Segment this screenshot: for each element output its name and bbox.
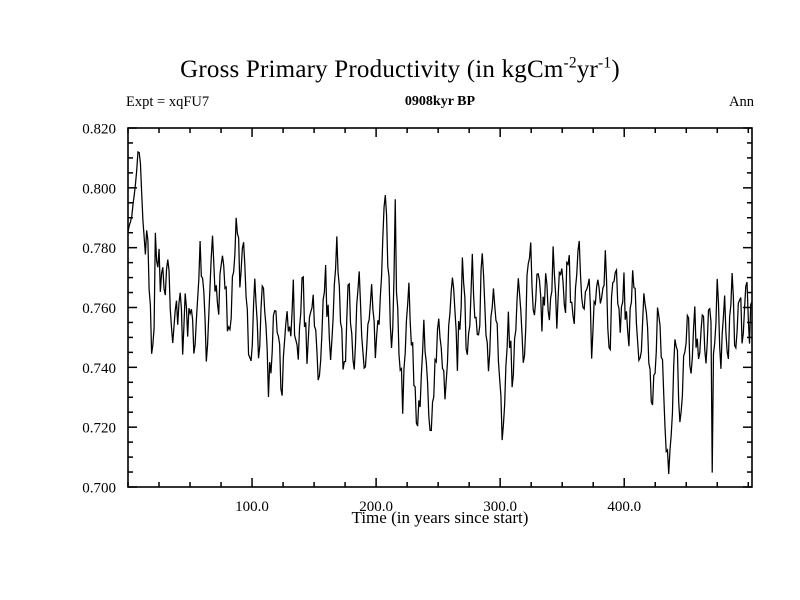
chart-title-exponent-2: -1 <box>598 54 612 72</box>
y-tick-label: 0.780 <box>82 241 116 257</box>
y-tick-label: 0.820 <box>82 122 116 138</box>
chart-title-mid: yr <box>576 56 599 83</box>
chart-title-prefix: Gross Primary Productivity (in kgCm <box>180 56 564 83</box>
x-tick-label: 300.0 <box>483 499 517 515</box>
plot-frame <box>127 127 753 488</box>
experiment-label: Expt = xqFU7 <box>126 94 210 110</box>
chart-title-exponent-1: -2 <box>563 54 577 72</box>
y-tick-label: 0.700 <box>82 481 116 497</box>
x-axis-tick-labels: 100.0 200.0 300.0 400.0 <box>235 499 641 515</box>
annotation-row: Expt = xqFU7 0908kyr BP Ann <box>126 94 754 114</box>
averaging-label: Ann <box>729 94 754 110</box>
y-axis-tick-labels: 0.820 0.800 0.780 0.760 0.740 0.720 0.700 <box>82 122 116 497</box>
data-series-group <box>127 150 753 475</box>
x-tick-label: 400.0 <box>607 499 641 515</box>
axis-frame <box>127 127 753 488</box>
gpp-time-series-line <box>127 150 753 475</box>
y-tick-label: 0.720 <box>82 421 116 437</box>
y-tick-label: 0.740 <box>82 361 116 377</box>
chart-title: Gross Primary Productivity (in kgCm-2yr-… <box>0 54 800 84</box>
period-label: 0908kyr BP <box>404 94 476 109</box>
chart-title-suffix: ) <box>611 56 620 83</box>
x-tick-label: 100.0 <box>235 499 269 515</box>
y-tick-label: 0.800 <box>82 181 116 197</box>
y-tick-label: 0.760 <box>82 301 116 317</box>
x-tick-label: 200.0 <box>359 499 393 515</box>
y-axis-ticks <box>128 127 752 488</box>
x-axis-label: Time (in years since start) <box>351 508 529 527</box>
x-axis-ticks <box>127 128 750 487</box>
